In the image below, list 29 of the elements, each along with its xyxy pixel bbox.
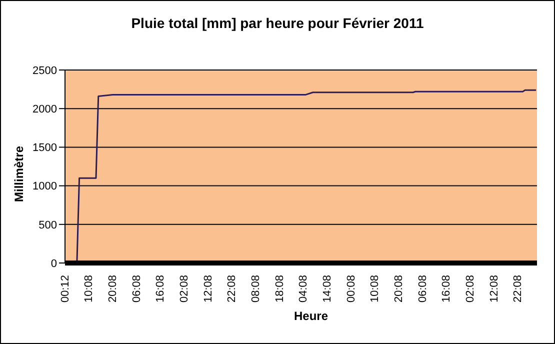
x-tick-label: 00:12 (59, 275, 72, 303)
x-tick-label: 10:08 (83, 275, 96, 303)
x-tick-label: 20:08 (393, 275, 406, 303)
x-tick-label: 08:08 (250, 275, 262, 303)
y-tick-label: 2500 (32, 64, 57, 77)
x-tick-label: 12:08 (202, 275, 214, 303)
y-tick-label: 500 (38, 219, 57, 232)
x-tick-label: 02:08 (178, 275, 191, 303)
x-tick-label: 02:08 (464, 275, 477, 303)
y-tick-label: 1000 (32, 180, 57, 193)
x-axis-title: Heure (292, 309, 329, 323)
x-tick-label: 22:08 (512, 275, 524, 303)
y-tick-label: 1500 (32, 142, 57, 154)
x-tick-label: 16:08 (440, 275, 453, 303)
y-axis-title: Millimètre (12, 146, 26, 202)
x-tick-label: 16:08 (154, 275, 167, 303)
y-tick-label: 2000 (32, 104, 57, 116)
x-tick-label: 06:08 (130, 275, 143, 303)
x-tick-label: 12:08 (488, 275, 500, 303)
x-tick-label: 22:08 (226, 275, 238, 303)
x-tick-label: 06:08 (416, 275, 429, 303)
x-tick-label: 00:08 (345, 275, 358, 303)
y-tick-label: 0 (50, 258, 57, 270)
x-tick-label: 14:08 (322, 275, 334, 303)
x-tick-label: 18:08 (274, 275, 286, 303)
chart-title: Pluie total [mm] par heure pour Février 2011 (130, 15, 425, 31)
x-tick-label: 04:08 (298, 275, 310, 303)
x-tick-label: 10:08 (369, 275, 382, 303)
x-tick-label: 20:08 (106, 275, 119, 303)
